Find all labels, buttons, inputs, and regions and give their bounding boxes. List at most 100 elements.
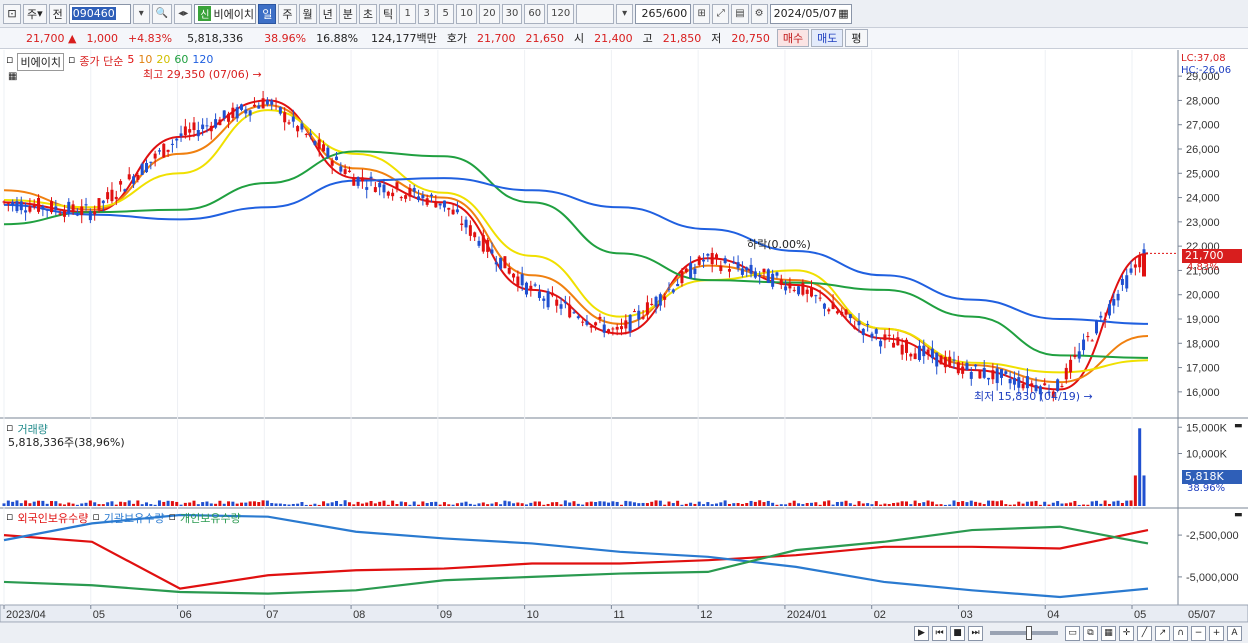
candle-body (140, 163, 144, 175)
scroll-end-icon[interactable]: ⏭ (968, 625, 983, 641)
chart-area[interactable]: 29,000 28,000 27,000 26,000 25,000 24,000 23,0… (0, 50, 1248, 622)
volume-bar (425, 503, 429, 506)
grid-icon[interactable]: ▦ (1101, 625, 1116, 641)
timeframe-month[interactable]: 월 (298, 3, 317, 24)
volume-bar (196, 504, 200, 506)
crosshair-icon[interactable]: ✛ (1119, 625, 1134, 641)
candle-body (926, 349, 930, 355)
ma-10-label[interactable]: 10 (138, 53, 153, 66)
volume-bar (240, 502, 243, 506)
copy-icon[interactable]: ⧉ (1083, 625, 1098, 641)
arrow-tool-icon[interactable]: ↗ (1155, 625, 1170, 641)
ma-60-label[interactable]: 60 (174, 53, 189, 66)
stock-code-input[interactable]: 090460 (68, 3, 131, 24)
zoom-out-icon[interactable]: − (1191, 625, 1206, 641)
interval-10[interactable]: 10 (456, 3, 477, 24)
interval-30[interactable]: 30 (501, 3, 523, 24)
zoom-in-icon[interactable]: + (1209, 625, 1224, 641)
candle-body (1077, 351, 1081, 359)
calendar-icon[interactable]: ▦ (838, 7, 849, 20)
foreign-holdings-label[interactable]: 외국인보유수량 (17, 512, 89, 525)
chart-canvas[interactable]: 29,000 28,000 27,000 26,000 25,000 24,000 23,0… (0, 50, 1248, 622)
interval-custom-input[interactable] (576, 3, 615, 24)
zoom-knob[interactable] (1026, 626, 1032, 640)
interval-dropdown-icon[interactable]: ▾ (616, 3, 634, 24)
timeframe-second[interactable]: 초 (358, 3, 378, 24)
ma-20-label[interactable]: 20 (156, 53, 171, 66)
volume-bar (585, 502, 589, 506)
stop-icon[interactable]: ■ (950, 625, 965, 641)
scroll-start-icon[interactable]: ⏮ (932, 625, 947, 641)
candle-body (1004, 371, 1008, 374)
volume-bar (723, 500, 727, 506)
price-panel-stock-name[interactable]: 비에이치 (17, 53, 64, 71)
line-tool-icon[interactable]: ╱ (1137, 625, 1152, 641)
candle-body (84, 204, 88, 206)
candle-body (628, 314, 632, 332)
timeframe-tick[interactable]: 틱 (379, 3, 398, 24)
volume-title[interactable]: 거래량 (17, 423, 48, 436)
candle-body (680, 270, 684, 284)
speaker-icon[interactable]: ◂▸ (174, 3, 193, 24)
sell-button[interactable]: 매도 (811, 29, 844, 47)
volume-bar (145, 502, 148, 506)
candle-body (408, 188, 412, 197)
magnet-icon[interactable]: ∩ (1173, 625, 1188, 641)
volume-bar (658, 500, 662, 506)
volume-bar (926, 500, 930, 506)
timeframe-minute[interactable]: 분 (338, 3, 357, 24)
table-icon[interactable]: ▦ (8, 71, 18, 82)
interval-1[interactable]: 1 (399, 3, 417, 24)
interval-5[interactable]: 5 (437, 3, 455, 24)
font-size-icon[interactable]: A (1227, 625, 1242, 641)
holdings-panel-close-icon[interactable]: ▬ (1234, 510, 1243, 520)
candle-body (788, 283, 792, 289)
candle-body (11, 201, 15, 205)
count-input[interactable]: 265/600 (635, 3, 692, 24)
candle-body (974, 364, 978, 367)
candle-body (978, 370, 982, 379)
ma-120-label[interactable]: 120 (192, 53, 214, 66)
x-tick-label: 05/07 (1188, 609, 1216, 621)
stock-name-box[interactable]: 신 비에이치 (194, 3, 257, 24)
volume-bar (969, 500, 973, 506)
candle-body (727, 269, 731, 272)
ma-label[interactable]: 종가 단순 (79, 55, 124, 68)
interval-60[interactable]: 60 (524, 3, 546, 24)
prev-button[interactable]: 전 (48, 3, 67, 24)
candle-body (831, 302, 835, 310)
period-type-select[interactable]: 주 ▾ (23, 3, 47, 24)
candle-body (943, 357, 947, 368)
scroll-right-icon[interactable]: ▶ (914, 625, 929, 641)
timeframe-year[interactable]: 년 (318, 3, 337, 24)
volume-bar (296, 503, 300, 506)
buy-button[interactable]: 매수 (776, 29, 810, 47)
individual-holdings-label[interactable]: 개인보유수량 (179, 512, 241, 525)
candle-body (1030, 383, 1034, 386)
code-dropdown-icon[interactable]: ▾ (132, 3, 150, 24)
timeframe-week[interactable]: 주 (278, 3, 297, 24)
volume-bar (788, 502, 792, 506)
interval-20[interactable]: 20 (478, 3, 500, 24)
trend-tool-icon[interactable]: ⤢ (712, 3, 730, 24)
candle-body (870, 333, 874, 338)
candle-body (991, 370, 995, 380)
ma-5-label[interactable]: 5 (127, 53, 135, 66)
volume-panel-close-icon[interactable]: ▬ (1234, 421, 1243, 431)
interval-3[interactable]: 3 (418, 3, 436, 24)
zoom-slider[interactable] (990, 626, 1058, 640)
chart-type-icon[interactable]: ⊡ (3, 3, 21, 24)
date-input[interactable]: 2024/05/07 ▦ (769, 3, 852, 24)
grid-settings-icon[interactable]: ⊞ (693, 3, 711, 24)
volume-bar (114, 504, 118, 506)
open-price: 21,400 (594, 31, 633, 45)
gear-icon[interactable]: ⚙ (750, 3, 768, 24)
layout-icon[interactable]: ▭ (1065, 625, 1080, 641)
interval-120[interactable]: 120 (547, 3, 575, 24)
eval-button[interactable]: 평 (845, 29, 868, 47)
timeframe-day[interactable]: 일 (258, 3, 277, 24)
institution-holdings-label[interactable]: 기관보유수량 (103, 512, 165, 525)
save-icon[interactable]: ▤ (731, 3, 749, 24)
volume-bar (235, 503, 239, 506)
search-icon[interactable]: 🔍 (151, 3, 173, 24)
